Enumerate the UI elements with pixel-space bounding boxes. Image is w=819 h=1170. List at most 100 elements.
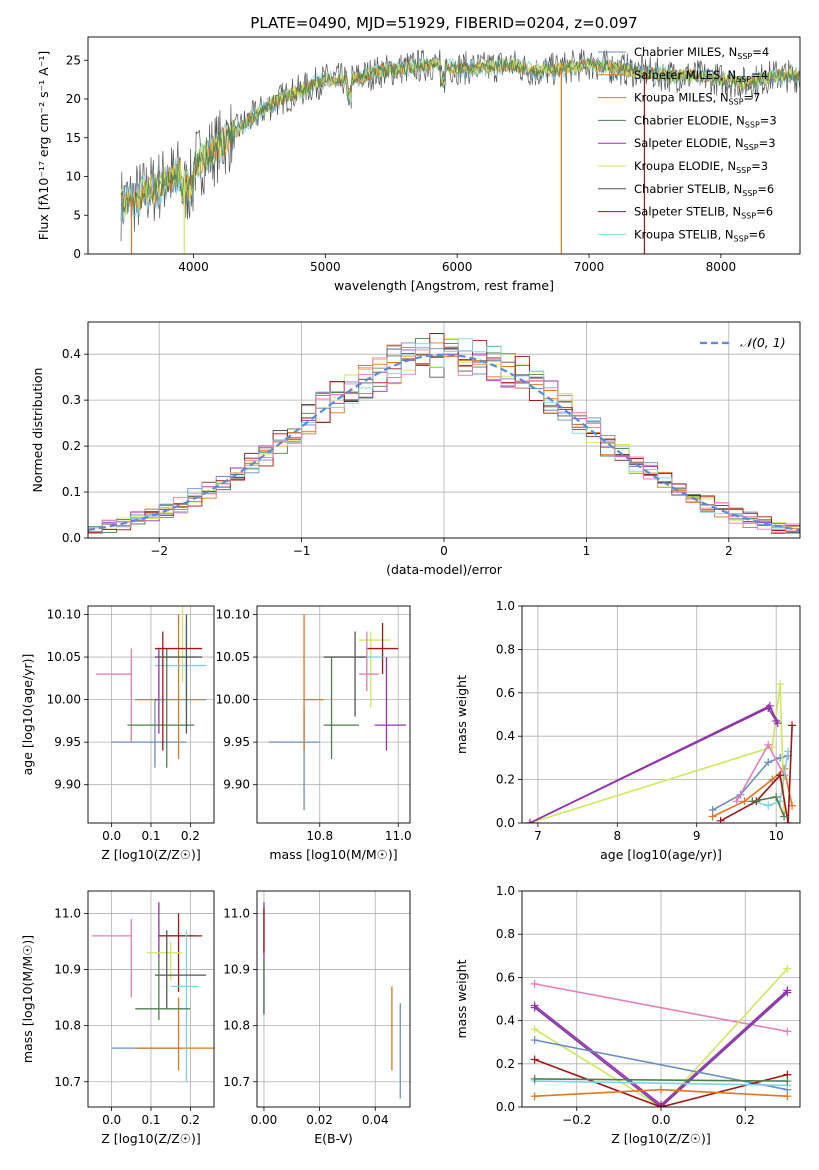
y-tick-label: 0.2 <box>496 773 515 787</box>
x-axis-label: Z [log10(Z/Z☉)] <box>101 1131 201 1146</box>
y-tick-label: 10.10 <box>47 608 81 622</box>
panel-mass-vs-Z: 0.0 0.1 0.2 10.7 10.8 10.9 11.0 Z [log10(Z/Z☉)]… <box>20 890 215 1146</box>
series-line <box>534 991 788 1107</box>
series-marker <box>783 964 792 973</box>
y-tick-label: 10.05 <box>216 650 250 664</box>
x-tick-label: 0.2 <box>181 1113 200 1127</box>
legend: Chabrier MILES, NSSP=4 Salpeter MILES, NS… <box>598 45 777 243</box>
series-line <box>529 704 779 823</box>
plot-area <box>268 614 407 811</box>
y-tick-label: 10.00 <box>216 693 250 707</box>
errorbar-point <box>359 631 391 709</box>
series-marker <box>783 986 792 995</box>
x-tick-label: 0.00 <box>251 1113 278 1127</box>
series-marker <box>748 797 757 806</box>
x-tick-label: 8 <box>613 829 621 843</box>
x-tick-label: 0.04 <box>362 1113 389 1127</box>
series-marker <box>530 1092 539 1101</box>
x-tick-label: 0.2 <box>181 829 200 843</box>
x-tick-label: 10 <box>769 829 784 843</box>
y-tick-label: 15 <box>66 131 81 145</box>
y-tick-label: 0.0 <box>496 816 515 830</box>
y-tick-label: 0.2 <box>496 1057 515 1071</box>
x-tick-label: 7 <box>534 829 542 843</box>
y-axis-label: Normed distribution <box>30 368 45 493</box>
errorbar-point <box>323 657 359 760</box>
x-tick-label: −1 <box>293 544 311 558</box>
series-marker <box>732 797 741 806</box>
errorbar-point <box>135 614 207 760</box>
series-line <box>534 968 788 1107</box>
plot-area <box>91 902 214 1082</box>
axes-frame <box>521 890 801 1108</box>
series-marker <box>783 1077 792 1086</box>
x-tick-label: 7000 <box>574 260 605 274</box>
y-tick-label: 0.0 <box>62 531 81 545</box>
legend-label: Chabrier STELIB, NSSP=6 <box>634 182 774 198</box>
plot-area <box>95 606 207 768</box>
x-tick-label: 0 <box>440 544 448 558</box>
x-tick-label: 11.0 <box>385 829 412 843</box>
series-marker <box>530 979 539 988</box>
x-tick-label: 6000 <box>442 260 473 274</box>
errorbar-point <box>154 631 203 751</box>
errorbar-point <box>147 941 183 981</box>
series-marker <box>788 721 797 730</box>
x-axis-label: mass [log10(M/M☉)] <box>269 847 397 862</box>
x-tick-label: 5000 <box>310 260 341 274</box>
legend-label: Salpeter MILES, NSSP=4 <box>634 68 768 84</box>
y-axis-label: mass [log10(M/M☉)] <box>20 935 35 1063</box>
y-tick-label: 9.95 <box>54 735 81 749</box>
series-marker <box>765 701 774 710</box>
series-marker <box>530 1001 539 1010</box>
plot-area <box>88 333 800 534</box>
axes-frame <box>87 321 801 539</box>
y-tick-label: 0.2 <box>62 439 81 453</box>
series-marker <box>764 740 773 749</box>
errorbar-point <box>135 997 214 1071</box>
plot-area <box>120 48 800 254</box>
series-line <box>735 743 785 802</box>
panel-weight-vs-Z: −0.2 0.0 0.2 0.0 0.2 0.4 0.6 0.8 1.0 Z [log10(Z/Z… <box>454 884 801 1146</box>
series-marker <box>784 819 793 823</box>
series-marker <box>773 719 782 728</box>
panel-spectrum: 4000 5000 6000 7000 8000 0 5 10 15 20 25 wavelength… <box>36 36 801 293</box>
x-tick-label: 0.1 <box>141 1113 160 1127</box>
errorbar-point <box>111 699 187 768</box>
y-tick-label: 25 <box>66 53 81 67</box>
errorbar-point <box>127 648 195 768</box>
y-tick-label: 0.8 <box>496 927 515 941</box>
series-marker <box>716 816 725 823</box>
x-tick-label: 0.0 <box>102 1113 121 1127</box>
errorbar-point <box>95 648 132 743</box>
legend-label: Chabrier MILES, NSSP=4 <box>634 45 769 61</box>
series-marker <box>780 812 789 821</box>
axes-frame <box>87 36 801 255</box>
y-tick-label: 10.05 <box>47 650 81 664</box>
axes-frame <box>256 605 411 824</box>
series-marker <box>764 801 773 810</box>
y-axis-label: mass weight <box>454 959 469 1038</box>
series-line <box>534 983 788 1033</box>
y-tick-label: 0 <box>73 247 81 261</box>
legend-label: 𝒩(0, 1) <box>740 335 786 350</box>
errorbar-point <box>366 623 399 675</box>
histogram-step <box>88 349 800 534</box>
errorbar-point <box>158 902 195 959</box>
plot-area <box>525 680 797 823</box>
x-tick-label: 10.8 <box>306 829 333 843</box>
errorbar-point <box>135 958 191 1021</box>
y-axis-label: Flux [fλ10⁻¹⁷ erg cm⁻² s⁻¹ A⁻¹] <box>36 51 51 240</box>
y-tick-label: 1.0 <box>496 599 515 613</box>
y-tick-label: 10.00 <box>47 693 81 707</box>
series-marker <box>772 792 781 801</box>
panels: 4000 5000 6000 7000 80000510152025wavelength… <box>20 36 801 1146</box>
x-tick-label: −2 <box>150 544 168 558</box>
legend-label: Kroupa STELIB, NSSP=6 <box>634 227 765 243</box>
errorbar-point <box>374 657 407 751</box>
series-marker <box>530 1025 539 1034</box>
series-marker <box>525 819 534 823</box>
y-tick-label: 20 <box>66 92 81 106</box>
series-marker <box>530 1055 539 1064</box>
